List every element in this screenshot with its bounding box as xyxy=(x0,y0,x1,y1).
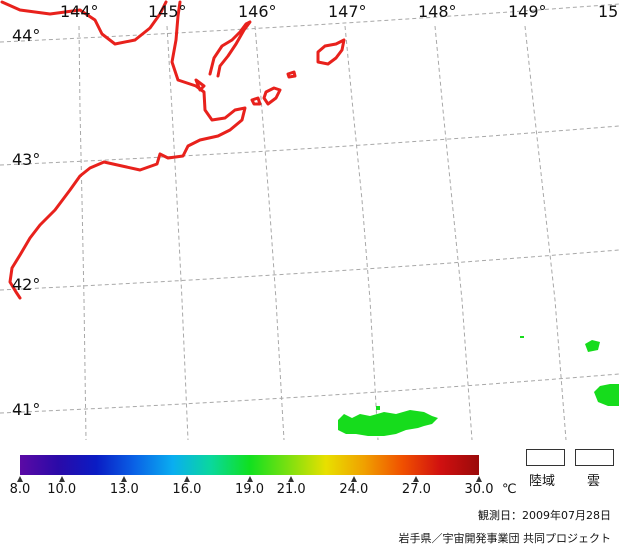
kunashiri-island xyxy=(194,78,206,92)
colorbar-tick-label: 24.0 xyxy=(339,482,369,497)
colorbar-tick-mark xyxy=(58,476,65,482)
colorbar-tick-mark xyxy=(246,476,253,482)
meridian-145 xyxy=(166,25,189,440)
temperature-colorbar xyxy=(20,455,479,475)
sst-patch-east-1 xyxy=(585,340,600,352)
colorbar-tick-label: 27.0 xyxy=(401,482,431,497)
sst-patch-south xyxy=(338,410,438,436)
credit-text: 岩手県／宇宙開発事業団 共同プロジェクト xyxy=(398,532,612,545)
parallel-43 xyxy=(0,125,619,166)
longitude-label-144: 144° xyxy=(60,2,99,21)
colorbar-tick-mark xyxy=(476,476,482,482)
shiretoko-peninsula xyxy=(208,20,252,78)
parallel-grid xyxy=(0,3,619,414)
colorbar-tick-label: 21.0 xyxy=(276,482,306,497)
cloud-legend-box xyxy=(575,449,614,466)
map-canvas xyxy=(0,0,619,440)
sst-patches xyxy=(338,336,619,436)
habomai-islet-2 xyxy=(262,86,282,106)
colorbar-unit: ℃ xyxy=(502,482,517,497)
colorbar-tick-mark xyxy=(121,476,128,482)
parallel-44 xyxy=(0,3,619,43)
meridian-149 xyxy=(524,25,567,440)
colorbar-tick-label: 30.0 xyxy=(464,482,494,497)
latitude-label-43: 43° xyxy=(12,150,41,169)
colorbar-tick-mark xyxy=(350,476,357,482)
colorbar-tick-label: 16.0 xyxy=(172,482,202,497)
observation-date: 観測日：2009年07月28日 xyxy=(478,509,611,522)
colorbar-tick-mark xyxy=(288,476,295,482)
colorbar-tick-label: 19.0 xyxy=(235,482,264,497)
cloud-legend-label: 雲 xyxy=(587,474,601,489)
colorbar-tick-label: 10.0 xyxy=(47,482,77,497)
colorbar-tick-mark xyxy=(413,476,420,482)
longitude-label-148: 148° xyxy=(418,2,457,21)
meridian-144 xyxy=(78,25,87,440)
meridian-146 xyxy=(254,25,285,440)
longitude-label-146: 146° xyxy=(238,2,277,21)
colorbar-tick-mark xyxy=(183,476,190,482)
coastline xyxy=(0,0,346,300)
parallel-41 xyxy=(0,373,619,414)
longitude-label-149: 149° xyxy=(508,2,547,21)
habomai-islet-3 xyxy=(286,70,297,79)
land-legend-label: 陸域 xyxy=(529,474,556,489)
kunashiri-main xyxy=(316,38,346,66)
land-legend-box xyxy=(526,449,565,466)
sst-speck-2 xyxy=(520,336,524,338)
sst-patch-east-2 xyxy=(594,384,619,406)
sst-speck-1 xyxy=(376,406,380,410)
longitude-label-145: 145° xyxy=(148,2,187,21)
latitude-label-41: 41° xyxy=(12,400,41,419)
latitude-label-44: 44° xyxy=(12,26,41,45)
longitude-label-147: 147° xyxy=(328,2,367,21)
meridian-147 xyxy=(344,25,379,440)
parallel-42 xyxy=(0,249,619,291)
latitude-label-42: 42° xyxy=(12,275,41,294)
colorbar-tick-mark xyxy=(17,476,23,482)
colorbar-tick-label: 8.0 xyxy=(9,482,31,497)
longitude-label-150: 15 xyxy=(598,2,619,21)
meridian-grid xyxy=(78,25,567,440)
meridian-148 xyxy=(434,25,473,440)
colorbar-tick-label: 13.0 xyxy=(109,482,139,497)
habomai-islet-1 xyxy=(250,96,262,106)
